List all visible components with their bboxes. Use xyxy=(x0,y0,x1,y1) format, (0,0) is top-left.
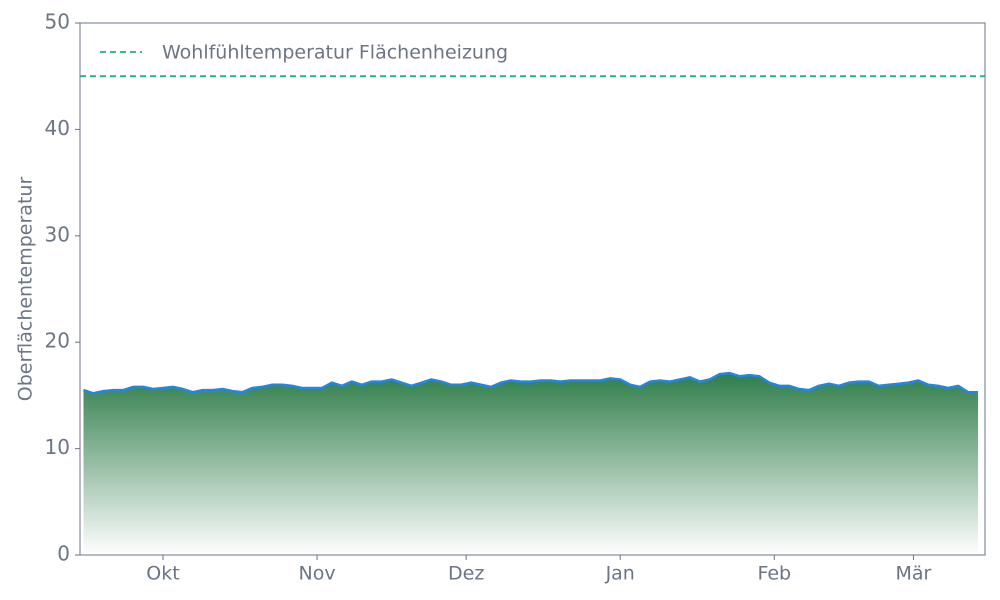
x-tick-label: Okt xyxy=(146,563,179,585)
y-tick-label: 30 xyxy=(45,222,70,246)
x-tick-label: Nov xyxy=(299,563,336,585)
y-tick-label: 50 xyxy=(45,10,70,34)
legend-label: Wohlfühltemperatur Flächenheizung xyxy=(162,42,508,64)
x-tick-label: Mär xyxy=(896,563,932,585)
x-tick-label: Dez xyxy=(448,563,484,585)
y-axis-label: Oberflächentemperatur xyxy=(15,177,37,402)
x-tick-label: Jan xyxy=(605,563,635,585)
y-tick-label: 0 xyxy=(57,542,70,566)
y-tick-label: 40 xyxy=(45,116,70,140)
area-fill xyxy=(83,373,979,555)
x-tick-label: Feb xyxy=(757,563,791,585)
y-tick-label: 10 xyxy=(45,435,70,459)
area-line xyxy=(83,371,979,395)
plot-frame xyxy=(79,22,986,556)
y-tick-label: 20 xyxy=(45,329,70,353)
